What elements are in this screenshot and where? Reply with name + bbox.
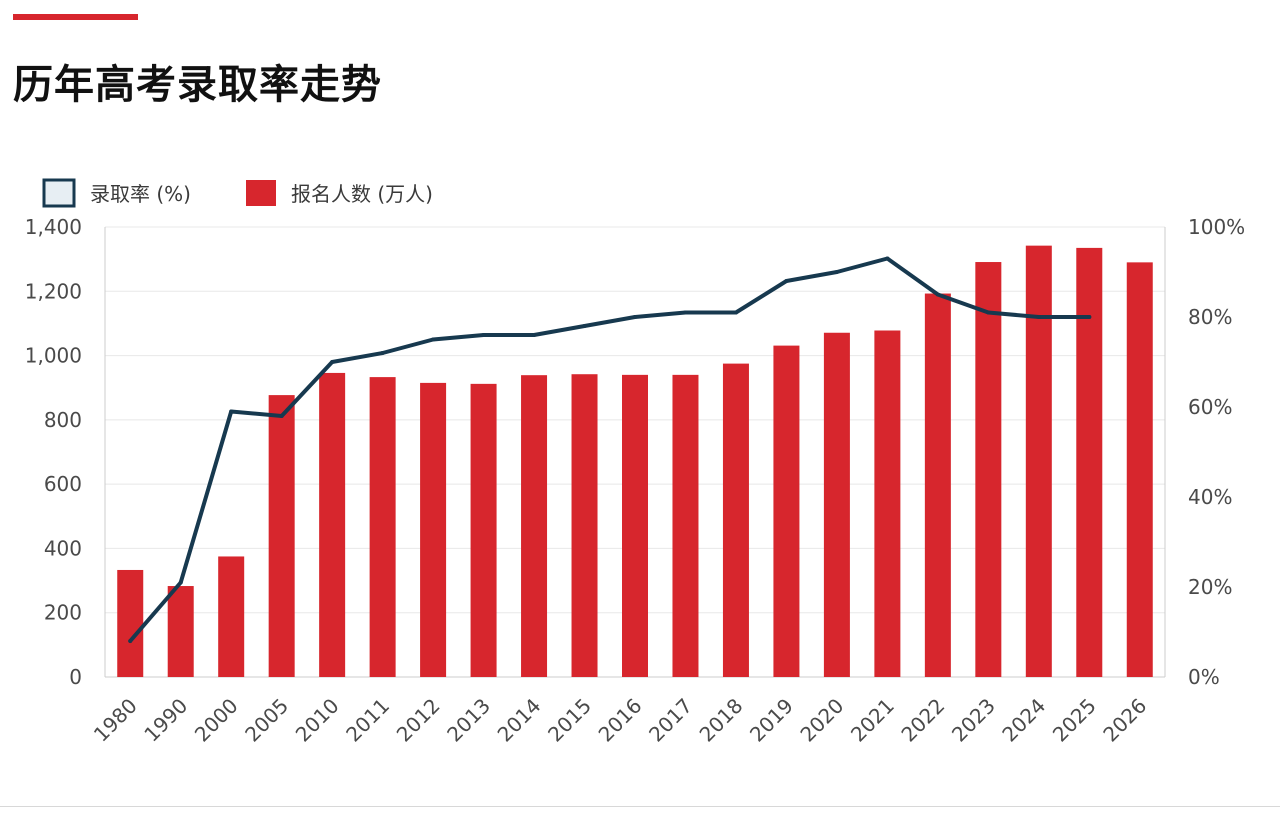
bar [470,383,497,677]
x-tick-label: 2010 [291,694,344,747]
legend-swatch-applicants [246,180,276,206]
line-series [128,256,1092,643]
y-left-tick-label: 0 [69,665,82,689]
bar [268,395,295,677]
x-tick-label: 2019 [745,694,798,747]
bar-series [117,245,1153,677]
y-left-tick-label: 800 [44,408,82,432]
bar [1126,262,1153,677]
y-left-tick-label: 1,000 [25,344,82,368]
legend-swatch-rate [42,178,76,208]
bar [975,262,1002,677]
y-right-tick-label: 40% [1188,485,1232,509]
x-tick-label: 2000 [190,694,243,747]
y-right-tick-label: 20% [1188,575,1232,599]
y-left-tick-label: 1,400 [25,215,82,239]
x-tick-label: 2013 [442,694,495,747]
bar [924,293,951,677]
x-tick-label: 2024 [997,694,1050,747]
bar [117,569,144,677]
bar [420,382,447,677]
rate-line [128,256,1092,643]
rate-point [178,580,183,585]
rate-point [229,409,234,414]
y-left-tick-label: 1,200 [25,279,82,303]
y-left-tick-label: 200 [44,601,82,625]
bar [672,374,699,677]
bar [823,332,850,677]
legend-label-applicants: 报名人数 (万人) [291,182,433,206]
y-right-tick-label: 80% [1188,305,1232,329]
footer-divider [0,806,1280,807]
x-tick-label: 2021 [846,694,899,747]
rate-point [582,324,587,328]
y-left-tick-label: 600 [44,472,82,496]
bar [1025,245,1052,677]
bar [521,375,548,677]
bar [218,556,245,677]
legend: 录取率 (%) 报名人数 (万人) [42,178,433,208]
rate-point [935,292,940,297]
rate-point [633,315,637,319]
bar [622,374,648,677]
bar [722,363,749,677]
rate-point [733,310,738,315]
x-tick-label: 2026 [1098,694,1151,747]
bar [874,330,901,677]
rate-point [885,256,890,261]
rate-point [532,333,537,337]
rate-point [330,360,335,364]
x-tick-label: 2016 [594,694,647,747]
rate-point [986,310,991,315]
bar [369,377,396,677]
x-tick-label: 2005 [240,694,293,747]
rate-point [1036,315,1041,319]
x-tick-label: 2012 [392,694,445,747]
x-tick-label: 1980 [89,694,142,747]
x-tick-label: 2025 [1048,694,1101,747]
y-right-tick-label: 100% [1188,215,1245,239]
rate-point [1087,315,1092,319]
x-tick-label: 2022 [896,694,949,747]
y-right-tick-label: 60% [1188,395,1232,419]
rate-point [380,351,385,355]
x-tick-label: 2023 [947,694,1000,747]
page-title: 历年高考录取率走势 [13,62,382,108]
accent-bar [13,14,138,20]
x-tick-label: 2017 [644,694,697,747]
x-tick-label: 2011 [341,694,394,747]
x-tick-label: 2014 [493,694,546,747]
bar [319,372,346,677]
x-tick-label: 2018 [695,694,748,747]
rate-point [834,270,839,274]
bar [571,374,598,677]
rate-point [279,414,284,418]
x-tick-label: 2020 [795,694,848,747]
bar [167,586,194,677]
rate-point [683,310,688,315]
legend-label-rate: 录取率 (%) [90,182,191,206]
rate-point [481,333,486,337]
x-tick-label: 2015 [543,694,596,747]
chart: 0 200 400 600 800 1,000 1,200 1,400 0% 20% 40% 60% 8… [25,178,1245,747]
bar [1076,247,1103,677]
rate-point [784,279,789,283]
rate-point [431,337,436,342]
y-left-tick-label: 400 [44,536,82,560]
bar [773,345,800,677]
y-right-tick-label: 0% [1188,665,1220,689]
x-tick-label: 1990 [139,694,192,747]
rate-point [128,639,133,643]
